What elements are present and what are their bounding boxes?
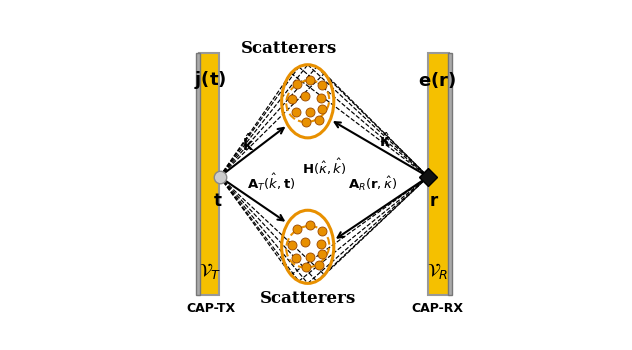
Text: $\mathbf{j(t)}$: $\mathbf{j(t)}$ xyxy=(194,69,227,91)
Text: $\mathcal{V}_R$: $\mathcal{V}_R$ xyxy=(427,261,448,281)
Text: CAP-TX: CAP-TX xyxy=(186,302,235,315)
Text: $\hat{\mathbf{k}}$: $\hat{\mathbf{k}}$ xyxy=(242,132,255,154)
Text: $\mathbf{A}_R(\mathbf{r},\hat{\kappa})$: $\mathbf{A}_R(\mathbf{r},\hat{\kappa})$ xyxy=(348,174,397,193)
Text: Scatterers: Scatterers xyxy=(260,290,356,307)
Text: $\mathbf{A}_T(\hat{k},\mathbf{t})$: $\mathbf{A}_T(\hat{k},\mathbf{t})$ xyxy=(247,172,296,193)
Text: $\mathbf{t}$: $\mathbf{t}$ xyxy=(214,193,223,210)
Text: CAP-RX: CAP-RX xyxy=(411,302,463,315)
Text: $\mathbf{r}$: $\mathbf{r}$ xyxy=(428,193,439,210)
Text: $\mathbf{H}(\hat{\kappa},\hat{k})$: $\mathbf{H}(\hat{\kappa},\hat{k})$ xyxy=(301,157,346,177)
Text: Scatterers: Scatterers xyxy=(241,40,337,57)
Text: $\mathcal{V}_T$: $\mathcal{V}_T$ xyxy=(199,261,222,281)
FancyBboxPatch shape xyxy=(428,53,449,295)
Text: $\mathbf{e(r)}$: $\mathbf{e(r)}$ xyxy=(418,70,456,90)
FancyBboxPatch shape xyxy=(447,53,452,295)
FancyBboxPatch shape xyxy=(196,53,200,295)
Text: $\hat{\mathbf{\kappa}}$: $\hat{\mathbf{\kappa}}$ xyxy=(379,131,391,149)
FancyBboxPatch shape xyxy=(199,53,219,295)
